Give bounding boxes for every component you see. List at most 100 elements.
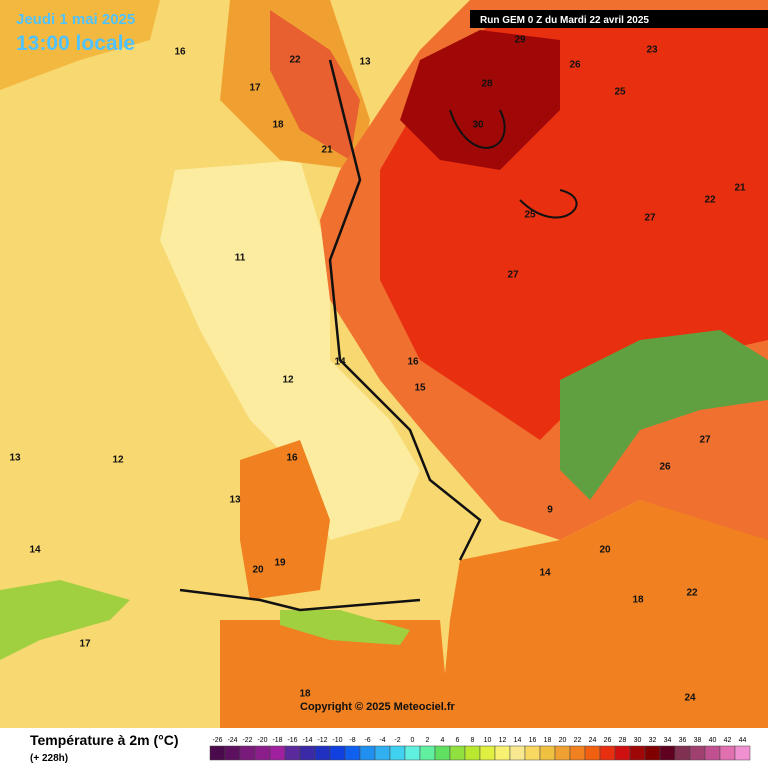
- temperature-label: 14: [29, 545, 41, 556]
- legend-swatch: [509, 745, 526, 761]
- legend-swatch: [404, 745, 421, 761]
- warm-zone: [240, 440, 330, 600]
- temperature-label: 21: [321, 145, 333, 156]
- temperature-label: 26: [659, 462, 671, 473]
- legend-swatch: [464, 745, 481, 761]
- run-bar: [470, 10, 768, 28]
- legend-tick-label: 38: [694, 737, 702, 744]
- copyright: Copyright © 2025 Meteociel.fr: [300, 701, 456, 713]
- legend-swatch: [599, 745, 616, 761]
- legend-swatch: [689, 745, 706, 761]
- legend-tick-label: 4: [441, 737, 445, 744]
- legend-swatch: [704, 745, 721, 761]
- temperature-label: 18: [272, 120, 284, 131]
- legend-tick-label: -2: [394, 737, 400, 744]
- hot-zone: [400, 30, 560, 170]
- temperature-label: 18: [299, 689, 311, 700]
- temperature-label: 14: [334, 357, 346, 368]
- legend-tick-label: 24: [589, 737, 597, 744]
- legend-tick-label: 36: [679, 737, 687, 744]
- temperature-label: 17: [249, 83, 261, 94]
- legend-swatch: [629, 745, 646, 761]
- temperature-label: 20: [252, 565, 264, 576]
- legend-tick-label: -22: [242, 737, 252, 744]
- temperature-label: 13: [9, 453, 21, 464]
- temperature-label: 15: [414, 383, 426, 394]
- legend-tick-label: 22: [574, 737, 582, 744]
- legend-swatch: [374, 745, 391, 761]
- temperature-label: 13: [229, 495, 241, 506]
- mountain-zone: [0, 580, 130, 660]
- legend-tick-label: 10: [484, 737, 492, 744]
- legend-swatch: [209, 745, 226, 761]
- legend-swatch: [494, 745, 511, 761]
- legend-swatch: [614, 745, 631, 761]
- isotherm: [449, 109, 578, 219]
- legend-tick-label: -16: [287, 737, 297, 744]
- temperature-label: 26: [569, 60, 581, 71]
- legend-tick-label: -26: [212, 737, 222, 744]
- temperature-label: 27: [507, 270, 519, 281]
- legend-tick-label: 6: [456, 737, 460, 744]
- legend-tick-label: 2: [426, 737, 430, 744]
- temperature-label: 30: [472, 120, 484, 131]
- date: Jeudi 1 mai 2025: [16, 11, 135, 28]
- temperature-label: 12: [282, 375, 294, 386]
- temperature-label: 22: [686, 588, 698, 599]
- legend-tick-label: -14: [302, 737, 312, 744]
- temperature-label: 29: [514, 35, 526, 46]
- legend-swatch: [524, 745, 541, 761]
- warm-zone: [0, 0, 160, 90]
- legend-swatch: [344, 745, 361, 761]
- temperature-label: 16: [407, 357, 419, 368]
- time: 13:00 locale: [16, 32, 135, 55]
- temperature-label: 25: [524, 210, 536, 221]
- temperature-label: 19: [274, 558, 286, 569]
- temperature-label: 24: [684, 693, 696, 704]
- legend-swatch: [254, 745, 271, 761]
- legend-swatch: [449, 745, 466, 761]
- legend-swatch: [554, 745, 571, 761]
- legend-swatch: [434, 745, 451, 761]
- legend-tick-label: 16: [529, 737, 537, 744]
- legend-tick-label: 12: [499, 737, 507, 744]
- legend-swatch: [734, 745, 751, 761]
- legend-tick-label: -8: [349, 737, 355, 744]
- legend-tick-label: -6: [364, 737, 370, 744]
- mountain-zone: [280, 610, 410, 645]
- temperature-label: 18: [632, 595, 644, 606]
- legend-swatch: [284, 745, 301, 761]
- legend-tick-label: 44: [739, 737, 747, 744]
- legend-swatch: [674, 745, 691, 761]
- temperature-label: 27: [644, 213, 656, 224]
- legend-tick-label: 0: [411, 737, 415, 744]
- legend-swatch: [569, 745, 586, 761]
- temperature-label: 16: [286, 453, 298, 464]
- legend-tick-label: 40: [709, 737, 717, 744]
- legend-swatch: [479, 745, 496, 761]
- legend-swatch: [359, 745, 376, 761]
- legend-swatch: [659, 745, 676, 761]
- hot-zone: [270, 10, 360, 160]
- temperature-label: 22: [704, 195, 716, 206]
- temperature-label: 14: [539, 568, 551, 579]
- legend-tick-label: 18: [544, 737, 552, 744]
- run-info: Run GEM 0 Z du Mardi 22 avril 2025: [480, 15, 649, 26]
- legend-swatch: [539, 745, 556, 761]
- temperature-label: 25: [614, 87, 626, 98]
- temperature-label: 17: [79, 639, 91, 650]
- legend-tick-label: -12: [317, 737, 327, 744]
- temperature-label: 28: [481, 79, 493, 90]
- legend-tick-label: -4: [379, 737, 385, 744]
- isotherm: [179, 59, 482, 612]
- temperature-label: 11: [235, 253, 246, 264]
- legend-swatch: [269, 745, 286, 761]
- temperature-label: 13: [359, 57, 371, 68]
- legend-tick-label: -24: [227, 737, 237, 744]
- legend-swatch: [329, 745, 346, 761]
- mountain-zone: [560, 330, 768, 500]
- legend-swatch: [299, 745, 316, 761]
- legend-tick-label: 30: [634, 737, 642, 744]
- legend-swatch: [644, 745, 661, 761]
- legend-swatch: [419, 745, 436, 761]
